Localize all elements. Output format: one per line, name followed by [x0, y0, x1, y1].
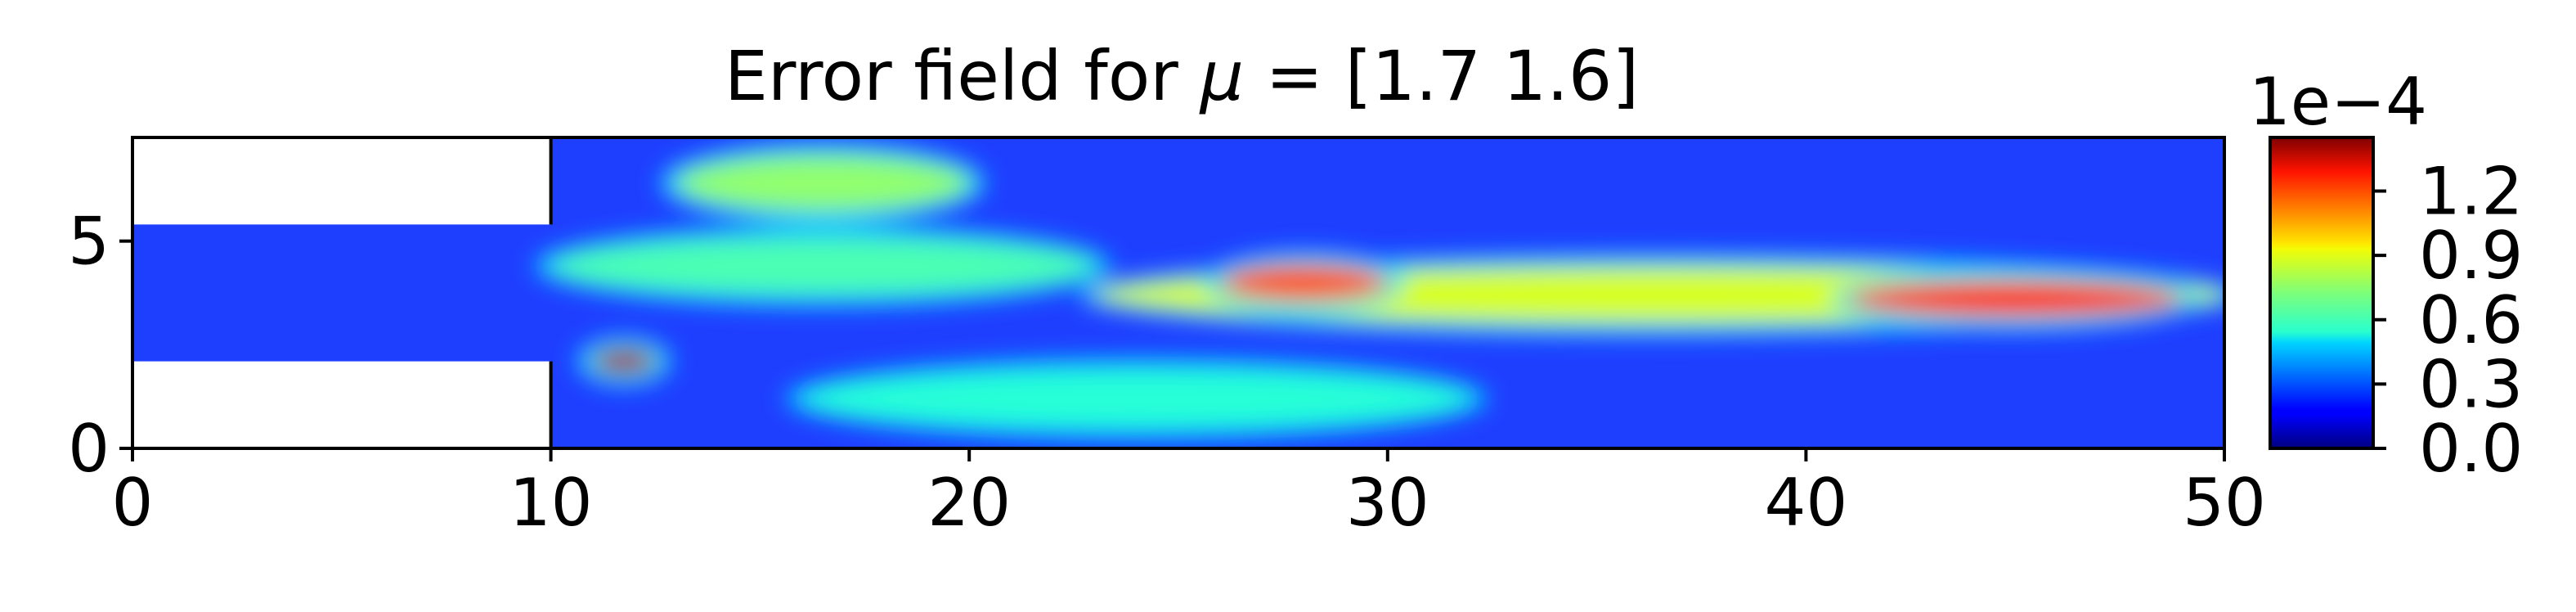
x-tick-label: 20 [927, 465, 1011, 541]
y-axis: 05 [68, 204, 132, 487]
colorbar-tick-label: 0.9 [2419, 218, 2523, 294]
y-tick-label: 0 [68, 411, 110, 487]
x-tick-label: 50 [2183, 465, 2266, 541]
error-field [132, 137, 2224, 448]
axes-frame [131, 136, 2226, 450]
y-tick-label: 5 [68, 204, 110, 280]
colorbar: 0.00.30.60.91.2 1e−4 [2249, 64, 2523, 487]
error-region [1847, 281, 2183, 317]
colorbar-multiplier-label: 1e−4 [2249, 64, 2427, 140]
colorbar-ticks: 0.00.30.60.91.2 [2373, 154, 2523, 487]
error-region [592, 349, 656, 373]
x-tick-label: 0 [112, 465, 154, 541]
colorbar-tick-label: 1.2 [2419, 154, 2523, 230]
colorbar-tick-label: 0.3 [2419, 346, 2523, 422]
colorbar-tick-label: 0.6 [2419, 282, 2523, 358]
colorbar-gradient [2269, 136, 2375, 450]
x-tick-label: 30 [1346, 465, 1429, 541]
x-tick-label: 10 [509, 465, 593, 541]
x-tick-label: 40 [1765, 465, 1848, 541]
colorbar-tick-label: 0.0 [2419, 411, 2523, 487]
error-region [550, 238, 1095, 295]
x-axis: 0 10 20 30 40 50 [112, 448, 2266, 541]
error-region [676, 155, 970, 211]
plot-area: 0 10 20 30 40 50 05 [68, 136, 2266, 541]
error-region [1220, 264, 1388, 301]
chart-title: Error field for μ = [1.7 1.6] [725, 36, 1639, 116]
error-region [801, 371, 1472, 427]
